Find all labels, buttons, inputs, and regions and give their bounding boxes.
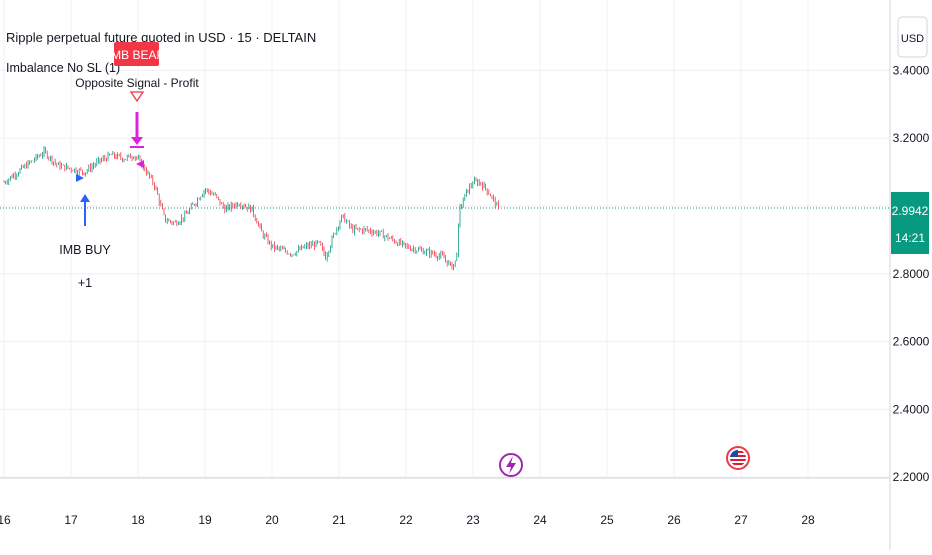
symbol-title[interactable]: Ripple perpetual future quoted in USD · …	[6, 30, 316, 45]
last-price-badge: 2.9942 14:21	[891, 192, 929, 254]
buy-signal-label: IMB BUY	[59, 243, 111, 257]
x-tick-label: 27	[734, 513, 748, 527]
exit-signal-label: Opposite Signal - Profit	[75, 76, 199, 90]
grid	[0, 0, 890, 478]
exit-arrow-icon	[131, 137, 143, 145]
y-tick-label: 3.4000	[893, 63, 930, 77]
buy-arrow-icon	[80, 194, 90, 226]
x-tick-label: 16	[0, 513, 11, 527]
x-tick-label: 19	[198, 513, 212, 527]
exit-arrow-shaft	[135, 112, 139, 142]
x-tick-label: 17	[64, 513, 78, 527]
price-axis: 3.4000 3.2000 2.8000 2.6000 2.4000 2.2000	[893, 63, 930, 484]
y-tick-label: 3.2000	[893, 131, 930, 145]
y-tick-label: 2.2000	[893, 470, 930, 484]
y-tick-label: 2.8000	[893, 267, 930, 281]
candles	[3, 145, 499, 271]
sell-signal-badge	[114, 42, 159, 66]
x-tick-label: 26	[667, 513, 681, 527]
x-tick-label: 18	[131, 513, 145, 527]
x-tick-label: 24	[533, 513, 547, 527]
x-tick-label: 28	[801, 513, 815, 527]
x-tick-label: 22	[399, 513, 413, 527]
lightning-event-icon[interactable]	[499, 453, 523, 477]
x-tick-label: 20	[265, 513, 279, 527]
us-flag-event-icon[interactable]	[726, 446, 750, 470]
exit-level-line	[130, 146, 144, 148]
y-tick-label: 2.4000	[893, 402, 930, 416]
currency-button[interactable]: USD	[897, 16, 928, 58]
countdown-timer: 14:21	[895, 231, 925, 245]
exit-down-marker-icon	[129, 91, 145, 103]
sell-signal-label: IMB BEAR	[108, 48, 166, 62]
last-price-value: 2.9942	[892, 204, 929, 218]
last-price-badge-box	[891, 192, 929, 254]
x-tick-label: 23	[466, 513, 480, 527]
sell-signal[interactable]: IMB BEAR Opposite Signal - Profit	[75, 42, 199, 168]
currency-label: USD	[901, 33, 924, 45]
buy-entry-marker-icon	[76, 174, 84, 182]
time-axis: 16 17 18 19 20 21 22 23 24 25 26 27 28	[0, 513, 815, 527]
buy-signal[interactable]: IMB BUY +1	[59, 174, 111, 290]
exit-marker-icon	[136, 160, 144, 168]
buy-signal-qty: +1	[78, 276, 92, 290]
x-tick-label: 25	[600, 513, 614, 527]
x-tick-label: 21	[332, 513, 346, 527]
indicator-label[interactable]: Imbalance No SL (1)	[6, 61, 120, 75]
y-tick-label: 2.6000	[893, 335, 930, 349]
